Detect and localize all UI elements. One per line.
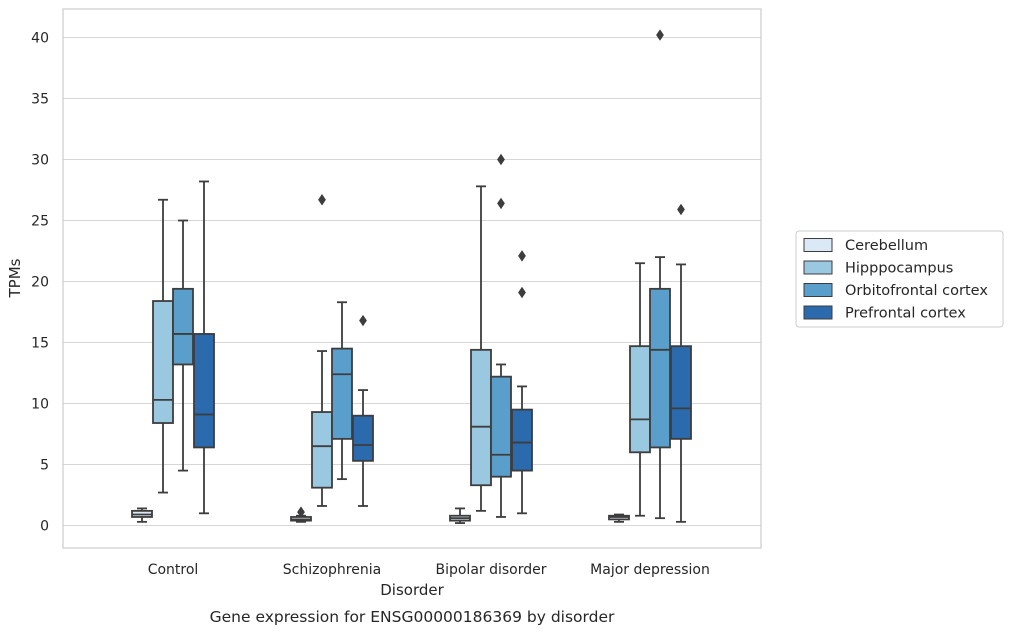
- box-iqr: [490, 375, 512, 478]
- y-tick-labels: 0 5 10 15 20 25 30 35 40: [31, 31, 49, 535]
- legend: Cerebellum Hipppocampus Orbitofrontal cort…: [795, 230, 1004, 328]
- legend-label: Prefrontal cortex: [845, 306, 966, 322]
- outlier-point: [497, 197, 505, 210]
- legend-label: Cerebellum: [845, 238, 928, 254]
- outlier-point: [497, 153, 505, 166]
- box-iqr: [649, 287, 671, 449]
- box-hipppocampus: [470, 185, 492, 512]
- box-iqr: [311, 411, 333, 489]
- x-tick-label: Schizophrenia: [283, 562, 381, 578]
- x-tick-label: Control: [148, 562, 199, 578]
- box-iqr: [152, 300, 174, 424]
- legend-swatch: [803, 305, 833, 320]
- box-orbitofrontal-cortex: [172, 219, 194, 472]
- boxes: [131, 29, 692, 524]
- box-hipppocampus: [311, 194, 333, 507]
- legend-label: Hipppocampus: [845, 261, 953, 277]
- chart-title: Gene expression for ENSG00000186369 by d…: [210, 608, 615, 626]
- y-tick-label: 5: [40, 458, 49, 474]
- x-tick-label: Major depression: [590, 562, 710, 578]
- y-tick-label: 35: [31, 92, 49, 108]
- box-cerebellum: [449, 507, 471, 524]
- y-tick-label: 0: [40, 519, 49, 535]
- outlier-point: [518, 286, 526, 299]
- outlier-point: [656, 29, 664, 41]
- outlier-point: [518, 250, 526, 262]
- box-orbitofrontal-cortex: [649, 29, 671, 520]
- box-cerebellum: [290, 506, 312, 523]
- box-prefrontal-cortex: [352, 314, 374, 507]
- outlier-point: [318, 194, 326, 206]
- y-tick-label: 15: [31, 336, 49, 352]
- box-orbitofrontal-cortex: [331, 301, 353, 481]
- legend-frame: [795, 230, 1004, 328]
- box-orbitofrontal-cortex: [490, 153, 512, 518]
- grid-lines: [63, 36, 761, 527]
- box-cerebellum: [608, 513, 630, 523]
- box-iqr: [172, 287, 194, 366]
- y-tick-label: 10: [31, 397, 49, 413]
- x-axis-label: Disorder: [380, 581, 444, 599]
- legend-swatch: [803, 238, 833, 252]
- x-tick-labels: Control Schizophrenia Bipolar disorder Majo…: [148, 562, 710, 578]
- outlier-point: [677, 203, 685, 216]
- x-tick-label: Bipolar disorder: [435, 562, 546, 578]
- box-prefrontal-cortex: [511, 250, 533, 515]
- box-iqr: [511, 408, 533, 472]
- box-iqr: [670, 345, 692, 440]
- box-cerebellum: [131, 507, 153, 523]
- legend-swatch: [803, 283, 833, 297]
- y-tick-label: 20: [31, 275, 49, 291]
- plot-area-frame: [62, 8, 762, 549]
- legend-swatch: [803, 260, 833, 275]
- box-iqr: [352, 414, 374, 462]
- box-hipppocampus: [629, 262, 651, 517]
- box-iqr: [470, 348, 492, 487]
- box-iqr: [331, 347, 353, 440]
- y-axis-label: TPMs: [6, 258, 24, 298]
- outlier-point: [297, 506, 305, 518]
- box-hipppocampus: [152, 198, 174, 494]
- y-tick-label: 25: [31, 214, 49, 230]
- legend-label: Orbitofrontal cortex: [845, 283, 988, 299]
- y-tick-label: 40: [31, 31, 49, 47]
- box-prefrontal-cortex: [670, 203, 692, 523]
- box-iqr: [193, 333, 215, 449]
- outlier-point: [359, 314, 367, 327]
- box-prefrontal-cortex: [193, 180, 215, 515]
- y-tick-label: 30: [31, 153, 49, 169]
- box-iqr: [629, 345, 651, 454]
